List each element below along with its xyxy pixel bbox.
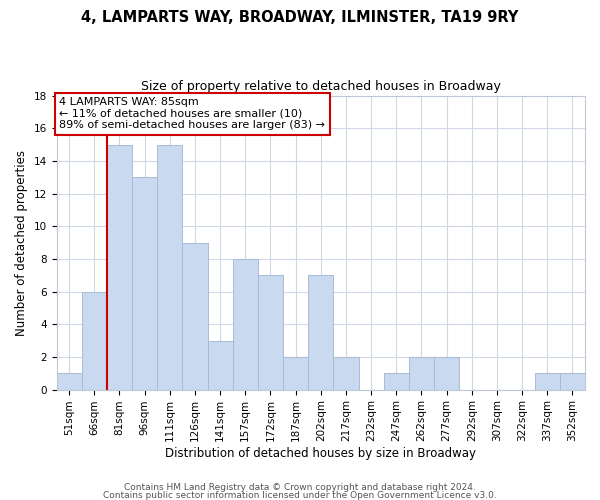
Bar: [56, 374, 82, 390]
Bar: [82, 292, 107, 390]
Bar: [409, 357, 434, 390]
Bar: [560, 374, 585, 390]
Text: Contains HM Land Registry data © Crown copyright and database right 2024.: Contains HM Land Registry data © Crown c…: [124, 484, 476, 492]
Bar: [258, 275, 283, 390]
Text: 4 LAMPARTS WAY: 85sqm
← 11% of detached houses are smaller (10)
89% of semi-deta: 4 LAMPARTS WAY: 85sqm ← 11% of detached …: [59, 97, 325, 130]
Text: 4, LAMPARTS WAY, BROADWAY, ILMINSTER, TA19 9RY: 4, LAMPARTS WAY, BROADWAY, ILMINSTER, TA…: [82, 10, 518, 25]
Bar: [334, 357, 359, 390]
Bar: [157, 144, 182, 390]
X-axis label: Distribution of detached houses by size in Broadway: Distribution of detached houses by size …: [165, 447, 476, 460]
Bar: [383, 374, 409, 390]
Y-axis label: Number of detached properties: Number of detached properties: [15, 150, 28, 336]
Bar: [107, 144, 132, 390]
Bar: [283, 357, 308, 390]
Bar: [233, 259, 258, 390]
Bar: [535, 374, 560, 390]
Bar: [434, 357, 459, 390]
Title: Size of property relative to detached houses in Broadway: Size of property relative to detached ho…: [141, 80, 501, 93]
Bar: [132, 177, 157, 390]
Bar: [308, 275, 334, 390]
Bar: [182, 242, 208, 390]
Bar: [208, 340, 233, 390]
Text: Contains public sector information licensed under the Open Government Licence v3: Contains public sector information licen…: [103, 490, 497, 500]
